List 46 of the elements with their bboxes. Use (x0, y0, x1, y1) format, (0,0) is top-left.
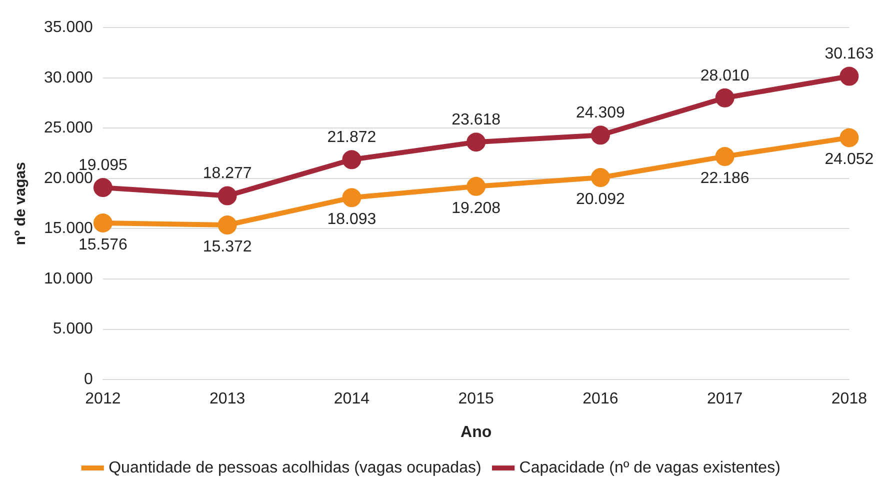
point (342, 188, 362, 208)
x-tick-label: 2018 (831, 390, 868, 408)
y-tick-label: 10.000 (44, 270, 94, 288)
data-label: 19.208 (452, 200, 501, 217)
point (840, 128, 859, 148)
point (218, 216, 237, 234)
data-label: 18.093 (327, 211, 376, 228)
x-axis-title: Ano (460, 424, 492, 441)
point (93, 178, 112, 198)
point (466, 176, 486, 196)
y-tick-label: 30.000 (44, 69, 94, 86)
y-tick-label: 15.000 (44, 220, 94, 238)
x-tick-label: 2013 (210, 390, 246, 408)
data-label: 20.092 (576, 190, 626, 208)
point (590, 168, 610, 188)
x-tick-label: 2015 (458, 390, 494, 408)
x-tick-label: 2014 (334, 390, 370, 408)
data-label: 28.010 (700, 67, 750, 84)
point (715, 146, 734, 166)
y-tick-label: 25.000 (44, 120, 94, 137)
y-tick-label: 0 (84, 371, 94, 388)
x-tick-label: 2017 (707, 390, 743, 408)
y-tick-label: 5.000 (52, 320, 94, 338)
legend-label: Capacidade (nº de vagas existentes) (519, 459, 780, 476)
x-tick-label: 2016 (582, 390, 618, 408)
y-tick-label: 35.000 (44, 19, 94, 36)
data-label: 24.309 (576, 104, 626, 122)
data-label: 24.052 (824, 151, 874, 168)
y-axis-title: nº de vagas (12, 162, 30, 246)
data-label: 15.372 (202, 238, 252, 256)
point (342, 150, 362, 170)
data-label: 18.277 (202, 165, 252, 182)
point (840, 66, 859, 86)
data-label: 30.163 (824, 46, 874, 63)
data-label: 23.618 (452, 111, 501, 128)
data-label: 15.576 (78, 236, 128, 254)
data-label: 21.872 (327, 129, 376, 146)
point (218, 186, 237, 206)
point (590, 126, 610, 145)
point (715, 88, 734, 108)
point (466, 132, 486, 152)
y-tick-label: 20.000 (44, 170, 94, 187)
data-label: 22.186 (700, 170, 750, 187)
legend-label: Quantidade de pessoas acolhidas (vagas ocupadas) (108, 459, 482, 476)
point (93, 213, 112, 232)
x-tick-label: 2012 (85, 390, 121, 408)
